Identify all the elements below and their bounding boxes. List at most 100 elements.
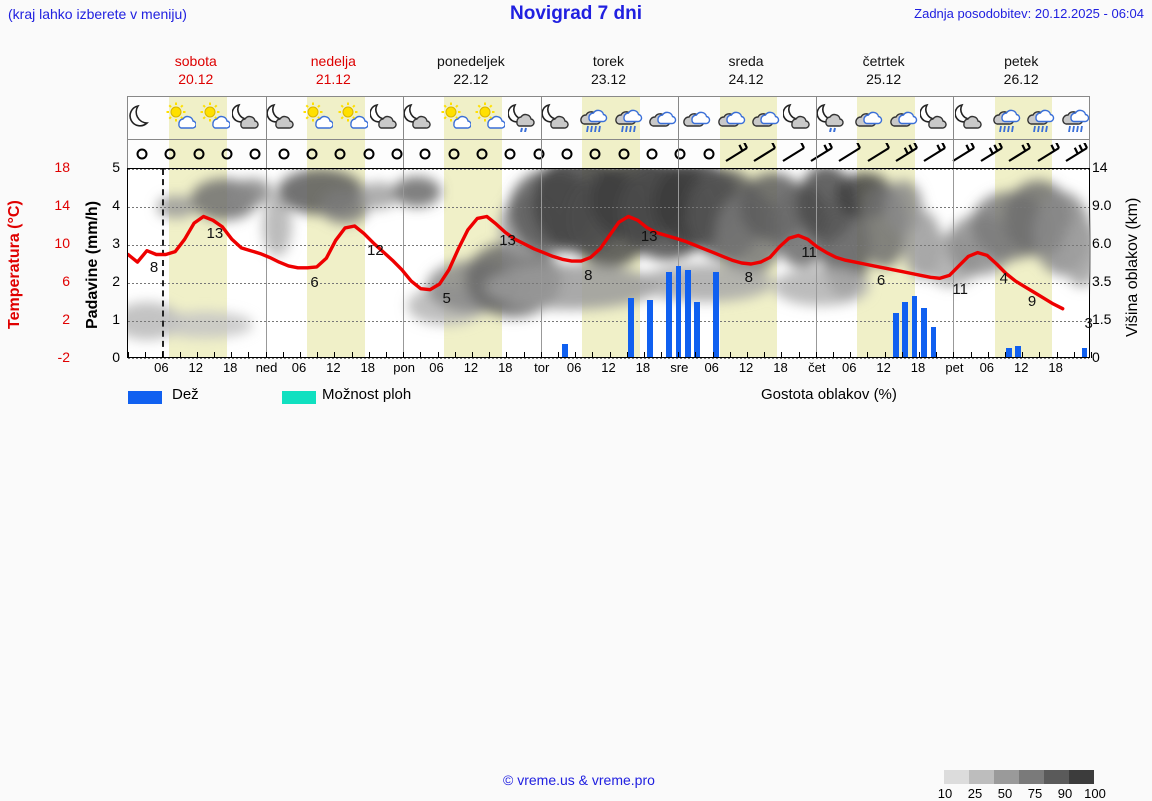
precipitation-bar (694, 301, 701, 357)
cloud-cover-scale-tick: 100 (1084, 786, 1106, 801)
day-separator-plot-6 (953, 169, 955, 357)
temperature-value-label: 9 (1027, 292, 1037, 310)
wind-barb-calm (696, 143, 722, 165)
x-axis-tick (712, 352, 714, 358)
x-axis-tick (901, 352, 903, 358)
wind-barb (922, 143, 948, 165)
temperature-value-label: 4 (999, 270, 1008, 287)
cloud-cover-swatch-90 (1044, 770, 1069, 784)
x-axis-tick (1073, 352, 1075, 358)
x-axis-tick-label: 12 (1013, 360, 1029, 375)
horizontal-gridline-0 (128, 169, 1089, 170)
day-date: 24.12 (728, 71, 764, 87)
showers-legend-swatch (282, 391, 316, 404)
wind-barb-calm (667, 143, 693, 165)
day-name: sobota (174, 53, 217, 69)
day-header-ponedeljek: ponedeljek 22.12 (402, 52, 540, 88)
day-separator-icons-1 (265, 97, 267, 139)
x-axis-tick-label: čet (808, 360, 826, 375)
temperature-tick-label: 6 (62, 273, 70, 289)
cloud-cover-scale-tick: 90 (1057, 786, 1073, 801)
weather-icon-moon-cloud (954, 102, 987, 132)
day-header-sobota: sobota 20.12 (127, 52, 265, 88)
wind-barb (1007, 143, 1033, 165)
temperature-value-label: 12 (367, 241, 384, 259)
x-axis-tick (798, 352, 800, 358)
wind-barb-calm (526, 143, 552, 165)
copyright-text: © vreme.us & vreme.pro (503, 772, 655, 788)
x-axis-tick (523, 352, 525, 358)
day-date: 25.12 (866, 71, 902, 87)
day-date: 22.12 (453, 71, 489, 87)
temperature-tick-label: 2 (62, 311, 70, 327)
weather-icon-moon-cloud-rain (507, 102, 540, 132)
daylight-band-wind-0 (169, 140, 228, 168)
x-axis-tick (884, 352, 886, 358)
x-axis-tick (1091, 352, 1092, 358)
x-axis-tick-label: 18 (773, 360, 788, 375)
day-separator-plot-5 (815, 169, 817, 357)
x-axis-tick (403, 352, 405, 358)
cloud-cover-swatch-50 (994, 770, 1019, 784)
x-axis-tick-label: 18 (910, 360, 926, 375)
x-axis-tick (643, 352, 645, 358)
x-axis-tick (248, 352, 250, 358)
x-axis-tick (1039, 352, 1041, 358)
weather-icon-cloud-rain (611, 102, 643, 132)
wind-barb (866, 143, 892, 165)
x-axis-tick (196, 352, 198, 358)
weather-icon-sun-cloud (198, 102, 230, 132)
cloud-height-tick-label: 1.5 (1092, 311, 1112, 327)
wind-barb-calm (441, 143, 467, 165)
precipitation-tick-label: 5 (112, 159, 120, 175)
wind-barb-calm (497, 143, 523, 165)
day-date: 21.12 (315, 71, 351, 87)
weather-icon-cloud (714, 102, 746, 132)
menu-hint-text: (kraj lahko izberete v meniju) (8, 6, 187, 22)
x-axis-tick-label: pon (393, 360, 415, 375)
x-axis-tick-label: 06 (566, 360, 582, 375)
x-axis-tick (334, 352, 336, 358)
day-name: ponedeljek (437, 53, 505, 69)
x-axis-tick (128, 352, 129, 358)
x-axis-tick (970, 352, 972, 358)
wind-barb-calm (157, 143, 183, 165)
temperature-tick-label: 14 (54, 197, 70, 213)
wind-barb (1036, 143, 1062, 165)
wind-barb (752, 143, 778, 165)
day-separator-icons-2 (403, 97, 405, 139)
x-axis-tick (661, 352, 663, 358)
cloud-height-tick-label: 3.5 (1092, 273, 1112, 289)
weather-icon-strip (127, 96, 1090, 140)
wind-barb-calm (611, 143, 637, 165)
temperature-value-label: 6 (310, 273, 319, 291)
x-axis-tick (678, 352, 680, 358)
x-axis-tick-label: 12 (601, 360, 616, 375)
weather-icon-cloud-rain (989, 102, 1021, 132)
x-axis-tick-label: 12 (463, 360, 479, 375)
x-axis-tick-label: 12 (738, 360, 754, 375)
day-header-sreda: sreda 24.12 (677, 52, 815, 88)
precipitation-bar (1015, 346, 1022, 357)
day-separator-plot-4 (678, 169, 680, 357)
x-axis-tick (1056, 352, 1058, 358)
temperature-value-label: 6 (876, 271, 886, 289)
wind-barb-calm (186, 143, 212, 165)
cloud-cover-swatch-75 (1019, 770, 1044, 784)
day-name: petek (1004, 53, 1039, 69)
day-separator-icons-5 (815, 97, 817, 139)
precipitation-bar (1006, 347, 1012, 357)
x-axis-tick (145, 352, 147, 358)
day-name: nedelja (310, 53, 356, 69)
precipitation-tick-label: 0 (112, 349, 120, 365)
precipitation-bar (666, 271, 672, 357)
day-separator-icons-6 (953, 97, 955, 139)
x-axis-tick (368, 352, 370, 358)
day-separator-plot-3 (540, 169, 542, 357)
cloud-cover-scale-labels: 10 25 50 75 90 100 (930, 786, 1110, 801)
day-separator-plot-1 (265, 169, 267, 357)
x-axis-tick (385, 352, 387, 358)
x-axis-tick (437, 352, 439, 358)
temperature-value-label: 11 (952, 281, 968, 299)
x-axis-tick (575, 352, 577, 358)
